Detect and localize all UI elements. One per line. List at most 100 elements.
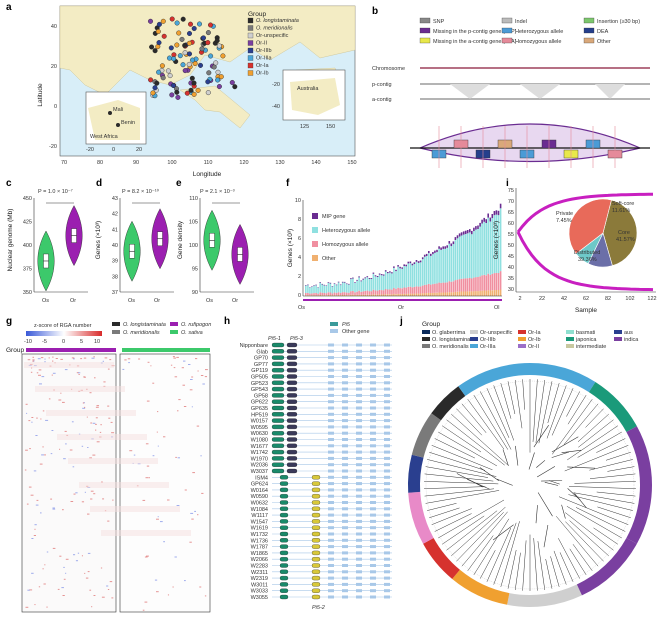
heat-cell — [69, 449, 73, 451]
tree-branch — [556, 516, 599, 567]
f-bar-segment — [374, 275, 377, 277]
h-other-gene — [370, 362, 376, 366]
heat-cell — [163, 436, 166, 438]
inset-aus-ytick-2: -40 — [272, 104, 280, 110]
a-legend-swatch — [247, 70, 254, 76]
heat-cell — [64, 430, 67, 432]
h-pi5-2-gene — [311, 494, 321, 499]
tree-branch-inner — [543, 524, 549, 548]
e-ytick: 100 — [189, 243, 198, 249]
f-bar-segment — [360, 294, 362, 296]
h-pi5-2-gene — [311, 500, 321, 505]
h-other-gene — [328, 469, 334, 473]
f-bar-segment — [419, 286, 422, 294]
f-bar-segment — [350, 278, 352, 280]
h-other-gene — [356, 375, 362, 378]
a-xtick: 130 — [275, 160, 284, 166]
j-tree — [407, 363, 653, 607]
h-top-label-1: Pi5-1 — [268, 336, 281, 342]
heat-cell — [156, 518, 159, 520]
a-ylabel: Latitude — [37, 83, 44, 107]
g-legend-swatch — [170, 330, 178, 334]
f-bar-segment — [374, 290, 377, 295]
h-other-gene — [342, 349, 348, 353]
h-other-gene — [384, 412, 390, 416]
tree-branch — [427, 459, 497, 477]
h-other-gene — [342, 570, 348, 574]
heat-cell — [87, 571, 90, 573]
f-bar-segment — [395, 271, 397, 289]
a-legend-label: Or-II — [256, 41, 267, 47]
heat-cell — [44, 564, 46, 566]
h-other-gene — [384, 387, 390, 391]
h-other-gene — [384, 406, 390, 410]
f-bar-segment — [438, 248, 440, 283]
h-sample-label: W1547 — [251, 519, 268, 525]
h-sample-label: W0630 — [251, 431, 268, 437]
map-point — [152, 85, 158, 91]
f-bar-segment — [411, 293, 414, 296]
f-legend-label: Heterozygous allele — [322, 228, 370, 234]
f-bar-segment — [409, 261, 412, 264]
f-bar-segment — [434, 283, 436, 293]
heat-cell — [65, 572, 67, 574]
heat-cell — [30, 494, 34, 496]
h-other-gene — [356, 343, 362, 347]
tree-branch — [424, 486, 486, 489]
h-pi5-2-gene — [311, 512, 321, 518]
heat-cell — [46, 606, 48, 608]
heat-cell — [76, 372, 79, 374]
h-sample-label: GP58 — [254, 393, 268, 399]
f-bar-segment — [350, 294, 352, 296]
heat-cell — [103, 381, 106, 383]
tree-branch — [550, 556, 560, 587]
tree-branch — [434, 438, 476, 459]
heat-cell — [197, 514, 199, 516]
f-bar-segment — [389, 271, 391, 273]
f-bar-segment — [366, 294, 369, 296]
f-bar-segment — [393, 266, 395, 268]
a-legend-swatch — [247, 32, 254, 39]
b-legend-label: Indel — [515, 19, 527, 25]
h-other-gene — [342, 545, 348, 549]
heat-cell — [112, 499, 114, 501]
map-point — [182, 68, 188, 74]
tree-branch — [589, 459, 633, 471]
heat-cell — [87, 513, 90, 515]
tree-branch — [573, 492, 635, 504]
tree-branch — [479, 550, 496, 579]
h-other-gene — [356, 419, 362, 423]
tree-branch — [535, 379, 546, 443]
f-bar-segment — [393, 288, 395, 294]
j-group-ring-segment — [626, 426, 653, 544]
h-pi5-2-gene — [311, 519, 321, 524]
f-bar-segment — [376, 277, 379, 291]
h-other-gene — [384, 488, 390, 492]
e-ytick: 90 — [192, 290, 198, 296]
f-bar-segment — [454, 291, 457, 296]
h-other-gene — [356, 557, 362, 561]
h-sample-label: W2066 — [251, 557, 268, 563]
d-ytick: 41 — [112, 227, 118, 233]
map-point — [155, 29, 161, 35]
f-bar-segment — [346, 283, 348, 285]
f-bar-segment — [407, 286, 410, 294]
f-bar-segment — [382, 290, 385, 295]
pan-genome-curve — [516, 192, 653, 233]
h-other-gene — [328, 419, 334, 423]
map-point — [188, 87, 194, 93]
j-legend-swatch — [614, 337, 622, 341]
map-point — [200, 35, 206, 41]
h-other-gene — [342, 526, 348, 530]
tree-branch — [424, 481, 499, 485]
heat-cell — [101, 596, 105, 598]
h-other-gene — [328, 450, 334, 454]
h-sample-label: GP70 — [254, 356, 268, 362]
i-ytick: 60 — [508, 221, 514, 227]
tree-branch — [434, 513, 472, 532]
h-pi5-1-gene — [271, 443, 285, 448]
tree-branch — [567, 425, 619, 461]
h-pi5-1-gene — [271, 418, 285, 423]
tree-branch — [567, 394, 587, 425]
h-other-gene — [384, 582, 390, 586]
